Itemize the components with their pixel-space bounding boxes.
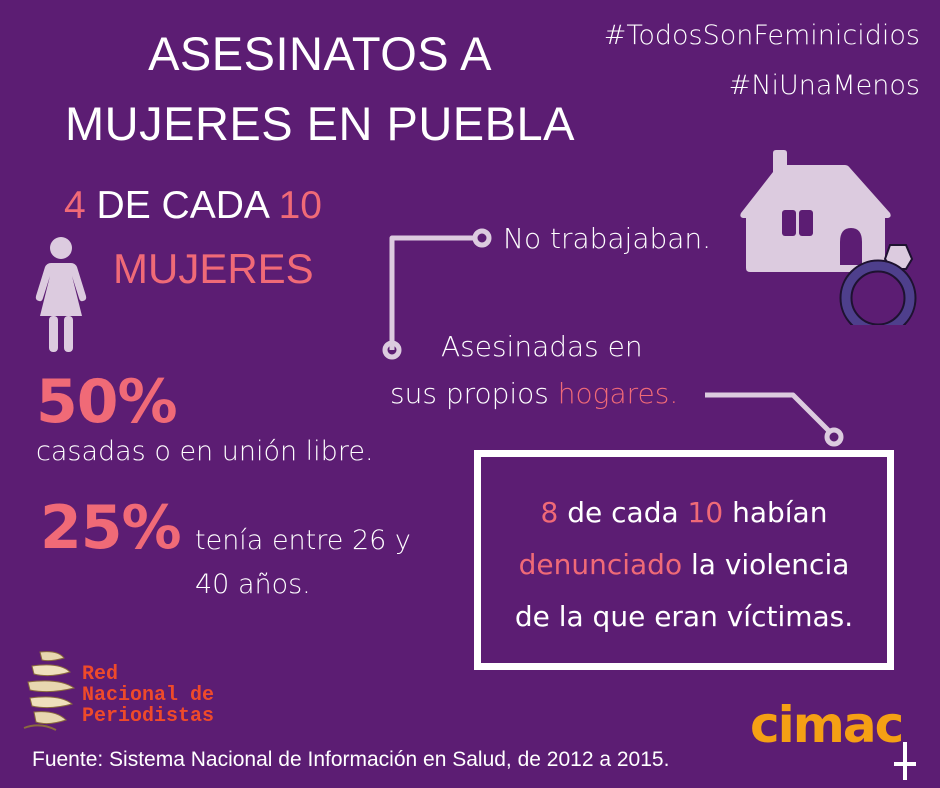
callout-denunciado: denunciado — [518, 548, 683, 581]
stat-25-value: 25% — [40, 493, 182, 563]
rnp-spiral-head-logo — [23, 651, 76, 731]
woman-icon — [35, 237, 87, 352]
hashtag-ni-una-menos: #NiUnaMenos — [728, 70, 920, 101]
callout-line-3: de la que eran víctimas. — [514, 600, 854, 633]
callout-de-cada: de cada — [558, 496, 688, 529]
fact-asesinadas-line1: Asesinadas en — [441, 330, 643, 363]
fact-hogares-highlight: hogares. — [557, 377, 679, 410]
cimac-logo-text: cimac — [750, 696, 904, 754]
rnp-line-1: Red — [82, 663, 119, 686]
headline-ratio: 4 DE CADA 10 — [64, 186, 322, 225]
stat-25-label-line2: 40 años. — [195, 569, 311, 600]
fact-no-trabajaban: No trabajaban. — [503, 222, 712, 255]
rnp-line-3: Periodistas — [82, 705, 215, 728]
denuncia-callout-box: 8 de cada 10 habían denunciado la violen… — [474, 450, 894, 670]
source-citation: Fuente: Sistema Nacional de Información … — [32, 748, 670, 771]
callout-la-violencia: la violencia — [682, 548, 850, 581]
stat-50-value: 50% — [36, 367, 178, 437]
rnp-logo-text: Red Nacional de Periodistas — [82, 664, 214, 727]
hashtag-todos-son-feminicidios: #TodosSonFeminicidios — [603, 20, 920, 51]
headline-num-10: 10 — [278, 184, 322, 227]
callout-num-10: 10 — [687, 496, 724, 529]
fact-asesinadas-prefix: sus propios — [390, 377, 558, 410]
headline-num-4: 4 — [64, 184, 86, 227]
callout-line-2: denunciado la violencia — [481, 539, 887, 591]
female-symbol-icon — [894, 742, 916, 780]
house-ring-icon — [740, 150, 917, 325]
callout-text: 8 de cada 10 habían denunciado la violen… — [481, 487, 887, 643]
title-line-1: ASESINATOS A — [148, 27, 492, 80]
headline-mujeres: MUJERES — [113, 245, 314, 292]
stat-25-label-line1: tenía entre 26 y — [195, 525, 411, 556]
callout-num-8: 8 — [540, 496, 559, 529]
title-line-2: MUJERES EN PUEBLA — [65, 97, 575, 150]
rnp-line-2: Nacional de — [82, 684, 215, 707]
callout-habian: habían — [723, 496, 828, 529]
stat-50-label: casadas o en unión libre. — [36, 436, 374, 467]
callout-line-1: 8 de cada 10 habían — [481, 487, 887, 539]
fact-asesinadas-line2: sus propios hogares. — [390, 380, 678, 408]
headline-de-cada: DE CADA — [85, 184, 279, 227]
